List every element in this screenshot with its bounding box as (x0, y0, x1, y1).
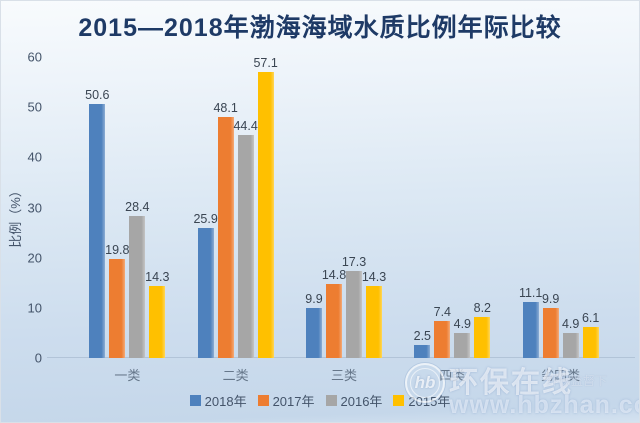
bar-value-label: 14.8 (321, 267, 347, 282)
bar-value-label: 7.4 (433, 304, 452, 319)
legend-marker-icon (257, 395, 269, 406)
bar-2018年-四类: 2.5 (414, 329, 431, 358)
bar-value-label: 2.5 (413, 329, 432, 344)
bar-value-label: 57.1 (253, 55, 278, 70)
x-category-label: 劣四类 (541, 368, 581, 383)
legend-label: 2016年 (340, 394, 383, 409)
legend-item-2017年: 2017年 (257, 391, 315, 410)
bar-2017年-四类: 7.4 (434, 305, 451, 358)
y-tick-label: 20 (27, 250, 42, 266)
bar-value-label: 48.1 (213, 100, 238, 115)
bar-2015年-劣四类: 6.1 (582, 311, 599, 358)
y-tick-label: 0 (34, 350, 42, 366)
legend-marker-icon (189, 395, 201, 406)
bar-2017年-劣四类: 9.9 (542, 292, 559, 358)
x-category-label: 二类 (222, 368, 249, 383)
bar-2018年-二类: 25.9 (193, 212, 218, 358)
bar-value-label: 19.8 (105, 242, 130, 257)
legend: 2018年 2017年 2016年 2015年 (1, 391, 639, 410)
bar-2016年-三类: 17.3 (342, 255, 366, 358)
bar-groups: 50.6 19.8 28.4 14.3 一类 25.9 48.1 44.4 57.1 二类 9.9 1… (57, 56, 631, 383)
bar-value-label: 17.3 (341, 255, 367, 270)
legend-item-2018年: 2018年 (189, 391, 247, 410)
bar-2016年-二类: 44.4 (233, 119, 258, 358)
y-tick-label: 40 (27, 149, 42, 165)
bar-value-label: 4.9 (453, 317, 472, 332)
watermark: hb 环保在线 环保监督下 www.hbzhan.com (395, 355, 639, 422)
bar-2017年-三类: 14.8 (322, 268, 346, 358)
bar-group: 9.9 14.8 17.3 14.3 三类 (305, 255, 386, 383)
bar-value-label: 25.9 (193, 212, 218, 227)
bar-value-label: 4.9 (561, 317, 580, 332)
bar-2015年-三类: 14.3 (362, 270, 386, 358)
bar-group: 11.1 9.9 4.9 6.1 劣四类 (519, 286, 599, 383)
bar-value-label: 14.3 (145, 270, 170, 285)
bar-2016年-劣四类: 4.9 (562, 317, 579, 358)
x-category-label: 四类 (439, 368, 466, 383)
bar-group: 2.5 7.4 4.9 8.2 四类 (414, 301, 491, 383)
y-tick-label: 50 (27, 99, 42, 115)
bar-2018年-三类: 9.9 (305, 292, 323, 358)
bar-value-label: 8.2 (473, 300, 492, 315)
bar-value-label: 28.4 (125, 199, 150, 214)
bar-value-label: 11.1 (518, 286, 543, 301)
bar-2018年-劣四类: 11.1 (519, 286, 542, 358)
y-axis-ticks: 0 10 20 30 40 50 60 (1, 50, 45, 366)
legend-marker-icon (393, 395, 405, 406)
y-tick-label: 30 (27, 200, 42, 215)
bar-2017年-二类: 48.1 (213, 101, 238, 358)
legend-marker-icon (325, 395, 337, 406)
y-tick-label: 10 (27, 300, 42, 316)
x-category-label: 三类 (330, 368, 357, 383)
legend-label: 2015年 (408, 394, 451, 409)
plot-area: 50.6 19.8 28.4 14.3 一类 25.9 48.1 44.4 57.1 二类 9.9 1… (47, 56, 635, 383)
y-tick-label: 60 (27, 49, 42, 65)
bar-2015年-二类: 57.1 (253, 56, 278, 358)
bar-value-label: 50.6 (85, 88, 110, 103)
bar-2018年-一类: 50.6 (85, 88, 110, 358)
legend-item-2016年: 2016年 (325, 391, 383, 410)
bar-group: 50.6 19.8 28.4 14.3 一类 (85, 88, 170, 383)
bar-2015年-四类: 8.2 (474, 301, 491, 358)
bar-group: 25.9 48.1 44.4 57.1 二类 (193, 56, 278, 383)
legend-item-2015年: 2015年 (393, 391, 450, 410)
chart-title: 2015—2018年渤海海域水质比例年际比较 (78, 14, 562, 42)
x-category-label: 一类 (114, 368, 141, 383)
bar-value-label: 14.3 (361, 270, 387, 285)
bar-value-label: 9.9 (305, 292, 323, 307)
bar-2015年-一类: 14.3 (145, 270, 170, 358)
bar-2017年-一类: 19.8 (105, 243, 130, 358)
bar-2016年-四类: 4.9 (454, 317, 471, 358)
legend-label: 2018年 (204, 394, 247, 409)
legend-label: 2017年 (272, 394, 315, 409)
bar-value-label: 44.4 (233, 119, 258, 134)
bar-2016年-一类: 28.4 (125, 200, 150, 358)
bar-value-label: 9.9 (541, 292, 560, 307)
bar-value-label: 6.1 (581, 311, 600, 326)
